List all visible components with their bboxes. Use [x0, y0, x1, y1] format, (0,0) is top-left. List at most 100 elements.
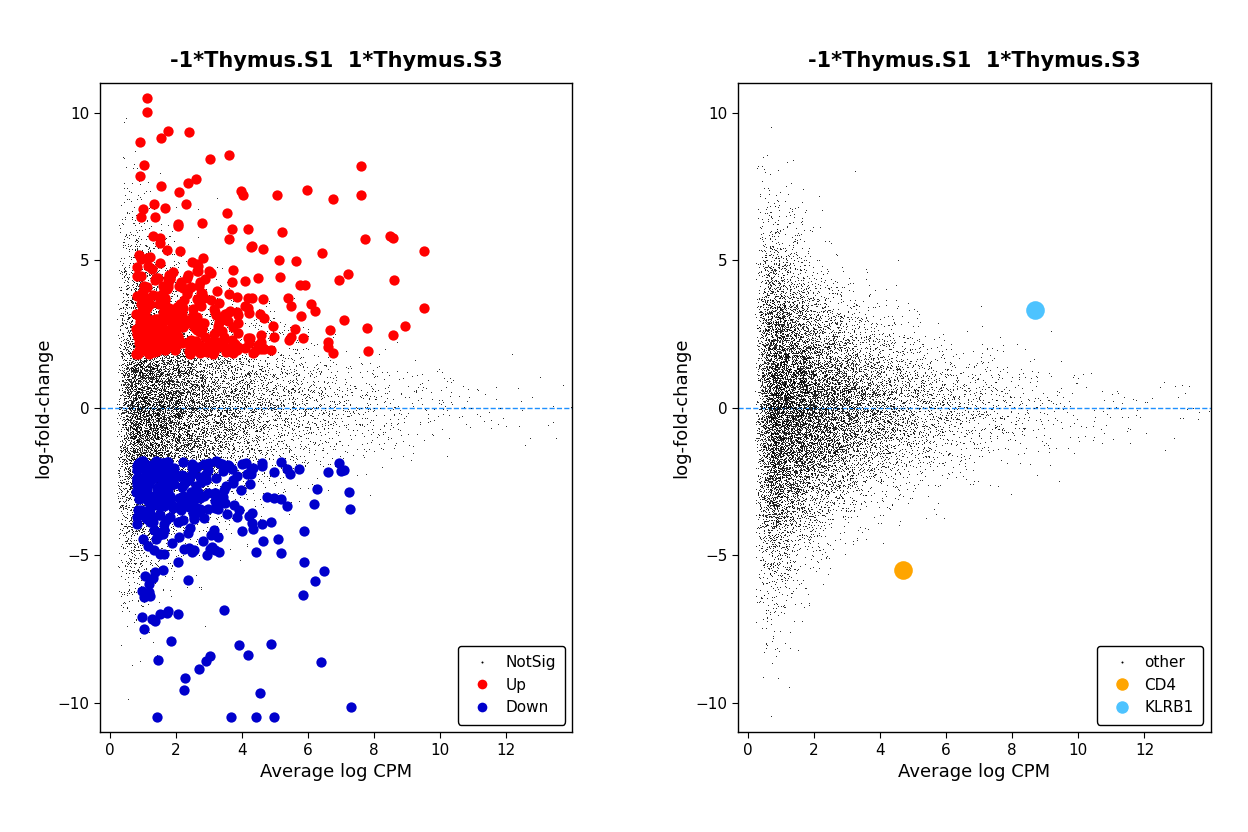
Point [186, 379, 206, 392]
Point [178, 315, 198, 329]
Point [755, 334, 775, 347]
Point [155, 399, 175, 413]
Point [769, 478, 789, 491]
Point [755, 473, 775, 487]
Point [840, 427, 860, 440]
Point [768, 460, 787, 473]
Point [265, 369, 285, 382]
Point [778, 387, 797, 400]
Point [167, 329, 187, 342]
Point [212, 399, 232, 412]
Point [1026, 413, 1046, 426]
Point [186, 319, 206, 332]
Point [756, 399, 776, 412]
Point [283, 391, 303, 404]
Point [914, 384, 934, 397]
Point [787, 483, 807, 496]
Point [155, 365, 175, 379]
Point [765, 438, 785, 451]
Point [237, 493, 257, 506]
Point [206, 337, 226, 350]
Point [835, 362, 855, 375]
Point [801, 466, 821, 479]
Point [991, 384, 1011, 397]
Point [862, 445, 882, 458]
Point [156, 409, 176, 422]
Point [791, 463, 811, 476]
Point [145, 454, 165, 468]
Point [121, 282, 141, 295]
Point [797, 394, 817, 407]
Point [834, 439, 854, 453]
Point [760, 286, 780, 300]
Point [112, 406, 132, 419]
Point [136, 418, 156, 431]
Point [151, 274, 171, 287]
Point [139, 339, 158, 352]
Point [137, 268, 157, 281]
Point [768, 582, 787, 595]
Point [759, 404, 779, 418]
Point [324, 399, 344, 412]
Point [771, 478, 791, 491]
Point [950, 397, 970, 410]
Point [158, 392, 178, 405]
Point [851, 384, 871, 398]
Point [872, 449, 892, 463]
Point [177, 409, 197, 422]
Point [769, 319, 789, 332]
Point [884, 423, 904, 437]
Point [163, 373, 183, 386]
Point [116, 434, 136, 448]
Point [811, 437, 831, 450]
Point [811, 499, 831, 513]
Point [805, 314, 825, 327]
Point [904, 413, 924, 426]
Point [811, 410, 831, 423]
Point [912, 350, 932, 364]
Point [157, 543, 177, 557]
Point [761, 478, 781, 492]
Point [116, 396, 136, 409]
Point [884, 345, 904, 359]
Point [227, 436, 247, 449]
Point [196, 386, 216, 399]
Point [799, 314, 819, 328]
Point [221, 384, 241, 398]
Point [167, 433, 187, 447]
Point [1201, 423, 1221, 437]
Point [160, 334, 180, 348]
Point [812, 348, 832, 361]
Point [183, 369, 203, 382]
Point [206, 433, 226, 446]
Point [763, 458, 782, 471]
Point [140, 409, 160, 422]
Point [816, 374, 836, 387]
Point [760, 438, 780, 451]
Point [789, 643, 809, 656]
Point [226, 373, 246, 386]
Point [766, 457, 786, 470]
Point [137, 549, 157, 562]
Point [794, 349, 814, 363]
Point [840, 460, 860, 473]
Point [139, 368, 158, 381]
Point [137, 543, 157, 557]
Point [750, 508, 770, 522]
Point [314, 391, 334, 404]
Point [765, 300, 785, 314]
Point [776, 180, 796, 193]
Point [1032, 434, 1052, 448]
Point [235, 431, 255, 444]
Point [107, 298, 127, 311]
Point [152, 412, 172, 425]
Point [886, 409, 906, 423]
Point [140, 374, 160, 388]
Point [765, 405, 785, 418]
Point [141, 394, 161, 407]
Point [802, 389, 822, 403]
Point [172, 464, 192, 478]
Point [125, 311, 145, 324]
Point [780, 400, 800, 414]
Point [755, 379, 775, 393]
